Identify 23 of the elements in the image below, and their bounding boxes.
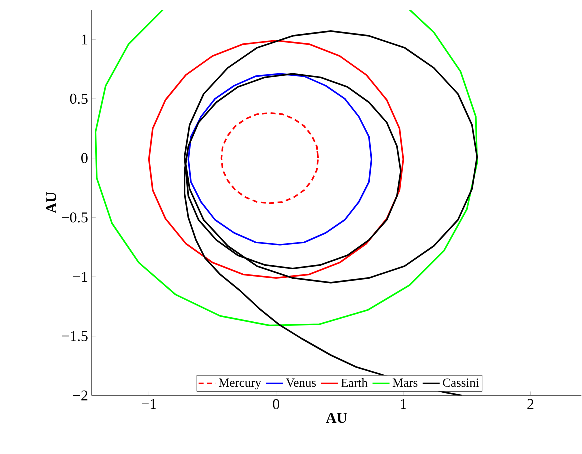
y-tick-label: −0.5 — [62, 212, 88, 223]
line-series — [148, 40, 404, 280]
x-tick-label: −1 — [142, 399, 156, 410]
line-series — [184, 30, 478, 396]
y-tick-label: 0.5 — [70, 94, 88, 104]
y-tick-label: −2 — [73, 390, 88, 401]
y-tick-label: 0 — [82, 153, 88, 164]
legend-label: Mars — [392, 378, 418, 388]
x-tick-label: 1 — [401, 399, 406, 410]
y-tick-label: −1.5 — [62, 332, 88, 342]
x-tick-label: 0 — [273, 399, 280, 410]
x-tick-label: 2 — [528, 399, 534, 410]
line-series — [220, 112, 320, 204]
legend-label: Earth — [341, 378, 368, 388]
legend-label: Mercury — [219, 378, 262, 390]
line-series — [188, 73, 373, 246]
y-tick-label: −1 — [73, 272, 88, 282]
legend-label: Venus — [286, 378, 316, 388]
y-tick-label: 1 — [82, 34, 88, 45]
x-axis-title: AU — [326, 413, 348, 424]
line-series — [94, 10, 478, 327]
y-axis-title: AU — [46, 192, 56, 214]
legend-label: Cassini — [443, 378, 480, 388]
